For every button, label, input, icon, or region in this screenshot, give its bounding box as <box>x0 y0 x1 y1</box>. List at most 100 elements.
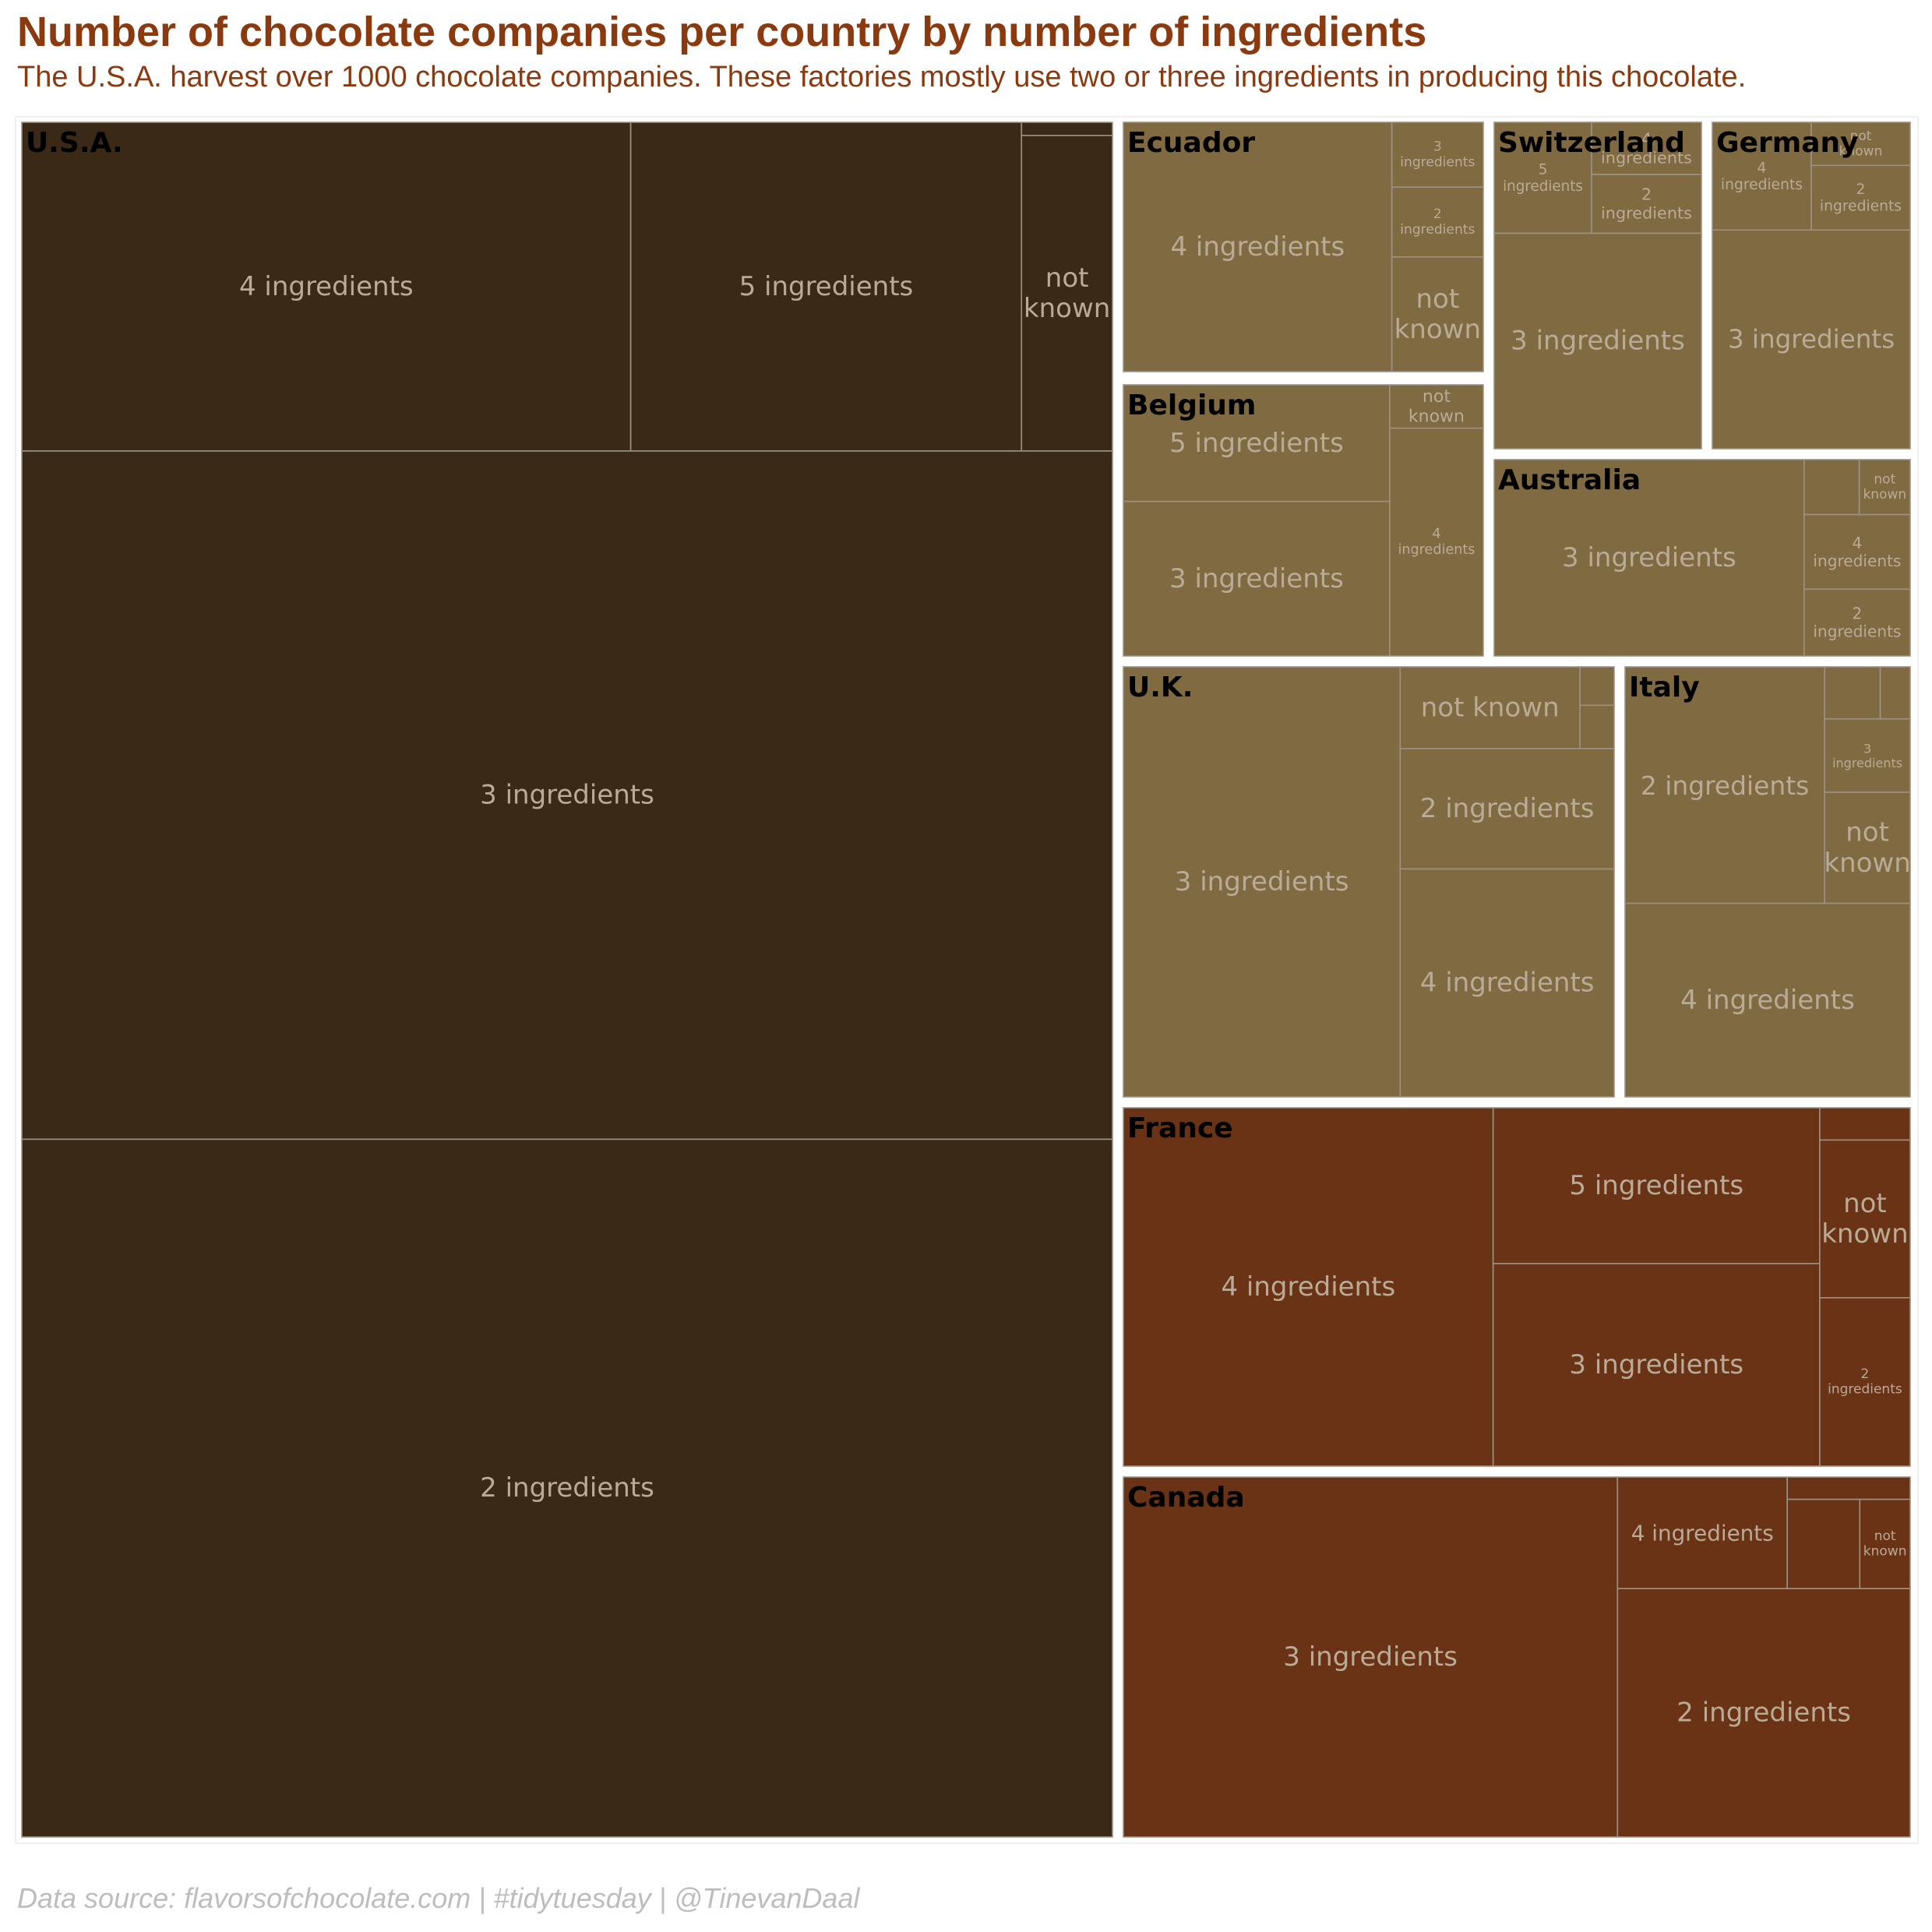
tile-italy-4-ingredients <box>1624 902 1911 1098</box>
tile-canada-unlabeled <box>1786 1498 1861 1590</box>
tile-u-s-a-5-ingredients <box>629 122 1023 452</box>
tile-label-u-s-a-2-ingredients: 2 ingredients <box>480 1472 654 1504</box>
group-label-italy: Italy <box>1629 672 1700 703</box>
tile-u-s-a-unlabeled <box>1021 122 1113 136</box>
tile-label-australia-3-ingredients: 3 ingredients <box>1562 542 1736 573</box>
tile-u-k-unlabeled <box>1579 666 1615 707</box>
tile-label-ecuador-3-ingredients: 3 ingredients <box>1400 139 1475 171</box>
tile-u-k-not-known <box>1399 666 1581 749</box>
tile-label-ecuador-4-ingredients: 4 ingredients <box>1170 231 1345 263</box>
tile-label-germany-4-ingredients: 4 ingredients <box>1721 160 1803 193</box>
tile-switzerland-2-ingredients <box>1591 174 1702 234</box>
tile-label-france-not-known: not known <box>1821 1188 1908 1250</box>
tile-label-u-s-a-4-ingredients: 4 ingredients <box>239 271 414 302</box>
tile-label-u-s-a-not-known: not known <box>1024 263 1110 324</box>
tile-italy-unlabeled <box>1824 666 1881 720</box>
tile-france-unlabeled <box>1819 1107 1911 1141</box>
tile-label-germany-3-ingredients: 3 ingredients <box>1728 325 1895 354</box>
tile-u-k-3-ingredients <box>1123 666 1401 1098</box>
tile-germany-not-known <box>1810 122 1911 167</box>
tile-label-france-2-ingredients: 2 ingredients <box>1828 1366 1902 1397</box>
chart-caption: Data source: flavorsofchocolate.com | #t… <box>17 1882 860 1914</box>
tile-label-u-k-4-ingredients: 4 ingredients <box>1420 968 1595 999</box>
tile-label-u-s-a-5-ingredients: 5 ingredients <box>739 271 914 302</box>
tile-label-canada-3-ingredients: 3 ingredients <box>1283 1641 1458 1673</box>
tile-u-k-unlabeled <box>1579 704 1615 749</box>
tile-label-belgium-4-ingredients: 4 ingredients <box>1398 527 1475 558</box>
group-label-switzerland: Switzerland <box>1498 127 1685 159</box>
tile-germany-3-ingredients <box>1712 229 1911 450</box>
group-label-u-s-a: U.S.A. <box>26 127 123 159</box>
tile-label-france-3-ingredients: 3 ingredients <box>1569 1349 1743 1380</box>
tile-ecuador-not-known <box>1391 256 1484 372</box>
tile-ecuador-3-ingredients <box>1391 122 1484 188</box>
tile-italy-unlabeled <box>1879 666 1911 720</box>
tile-label-australia-2-ingredients: 2 ingredients <box>1813 605 1901 641</box>
tile-canada-2-ingredients <box>1616 1588 1911 1838</box>
group-label-germany: Germany <box>1716 127 1859 159</box>
tile-u-s-a-not-known <box>1021 135 1113 452</box>
tile-france-not-known <box>1819 1139 1911 1299</box>
group-label-canada: Canada <box>1127 1482 1245 1514</box>
tile-u-s-a-4-ingredients <box>21 122 632 452</box>
tile-label-canada-4-ingredients: 4 ingredients <box>1631 1520 1774 1546</box>
tile-u-k-4-ingredients <box>1399 868 1615 1098</box>
tile-label-switzerland-2-ingredients: 2 ingredients <box>1601 185 1692 223</box>
group-label-belgium: Belgium <box>1127 390 1256 421</box>
tile-label-belgium-3-ingredients: 3 ingredients <box>1169 563 1344 594</box>
tile-label-u-s-a-3-ingredients: 3 ingredients <box>480 780 654 811</box>
tile-switzerland-4-ingredients <box>1591 122 1702 175</box>
tile-italy-not-known <box>1824 791 1911 904</box>
tile-canada-3-ingredients <box>1123 1476 1619 1838</box>
tile-belgium-not-known <box>1389 384 1484 429</box>
tile-germany-4-ingredients <box>1712 122 1812 231</box>
tile-australia-2-ingredients <box>1803 588 1911 657</box>
tile-canada-unlabeled <box>1786 1476 1911 1500</box>
tile-label-switzerland-3-ingredients: 3 ingredients <box>1511 326 1685 357</box>
tile-label-france-4-ingredients: 4 ingredients <box>1221 1271 1395 1303</box>
tile-label-ecuador-not-known: not known <box>1394 284 1481 345</box>
tile-u-s-a-3-ingredients <box>21 450 1113 1141</box>
tile-label-u-k-2-ingredients: 2 ingredients <box>1420 793 1595 824</box>
group-label-france: France <box>1127 1112 1233 1144</box>
tile-label-germany-not-known: not known <box>1839 129 1883 160</box>
tile-ecuador-4-ingredients <box>1123 122 1393 372</box>
tile-label-australia-not-known: not known <box>1863 472 1906 503</box>
tile-label-u-k-not-known: not known <box>1421 692 1560 723</box>
group-label-ecuador: Ecuador <box>1127 127 1255 159</box>
group-label-u-k: U.K. <box>1127 672 1193 703</box>
tile-label-belgium-5-ingredients: 5 ingredients <box>1169 428 1344 459</box>
tile-france-4-ingredients <box>1123 1107 1494 1467</box>
chart-title: Number of chocolate companies per countr… <box>17 9 1427 55</box>
tile-label-belgium-not-known: not known <box>1408 387 1465 426</box>
chart-subtitle: The U.S.A. harvest over 1000 chocolate c… <box>17 61 1747 93</box>
tile-label-u-k-3-ingredients: 3 ingredients <box>1175 866 1349 897</box>
tile-label-germany-2-ingredients: 2 ingredients <box>1820 182 1902 214</box>
tile-label-italy-3-ingredients: 3 ingredients <box>1832 741 1902 770</box>
tile-france-5-ingredients <box>1492 1107 1821 1264</box>
tile-australia-4-ingredients <box>1803 513 1911 591</box>
tile-label-switzerland-5-ingredients: 5 ingredients <box>1503 161 1583 194</box>
tile-germany-2-ingredients <box>1810 164 1911 231</box>
tile-australia-3-ingredients <box>1493 459 1805 657</box>
tile-label-canada-not-known: not known <box>1863 1528 1907 1560</box>
tile-belgium-4-ingredients <box>1389 427 1484 657</box>
tile-australia-unlabeled <box>1803 459 1860 516</box>
tile-label-australia-4-ingredients: 4 ingredients <box>1813 534 1901 570</box>
plot-frame <box>15 116 1919 1844</box>
tile-label-italy-2-ingredients: 2 ingredients <box>1641 770 1809 800</box>
tile-label-ecuador-2-ingredients: 2 ingredients <box>1400 206 1475 238</box>
tile-label-italy-4-ingredients: 4 ingredients <box>1680 985 1855 1016</box>
tile-label-france-5-ingredients: 5 ingredients <box>1569 1170 1743 1201</box>
tile-ecuador-2-ingredients <box>1391 186 1484 258</box>
tile-label-italy-not-known: not known <box>1824 817 1910 879</box>
tile-italy-2-ingredients <box>1624 666 1826 904</box>
tile-u-k-2-ingredients <box>1399 748 1615 870</box>
tile-switzerland-3-ingredients <box>1493 232 1702 450</box>
tile-label-canada-2-ingredients: 2 ingredients <box>1676 1698 1851 1729</box>
tile-belgium-5-ingredients <box>1123 384 1391 502</box>
tile-label-switzerland-4-ingredients: 4 ingredients <box>1601 130 1692 167</box>
tile-france-2-ingredients <box>1819 1297 1911 1467</box>
group-label-australia: Australia <box>1498 464 1641 496</box>
